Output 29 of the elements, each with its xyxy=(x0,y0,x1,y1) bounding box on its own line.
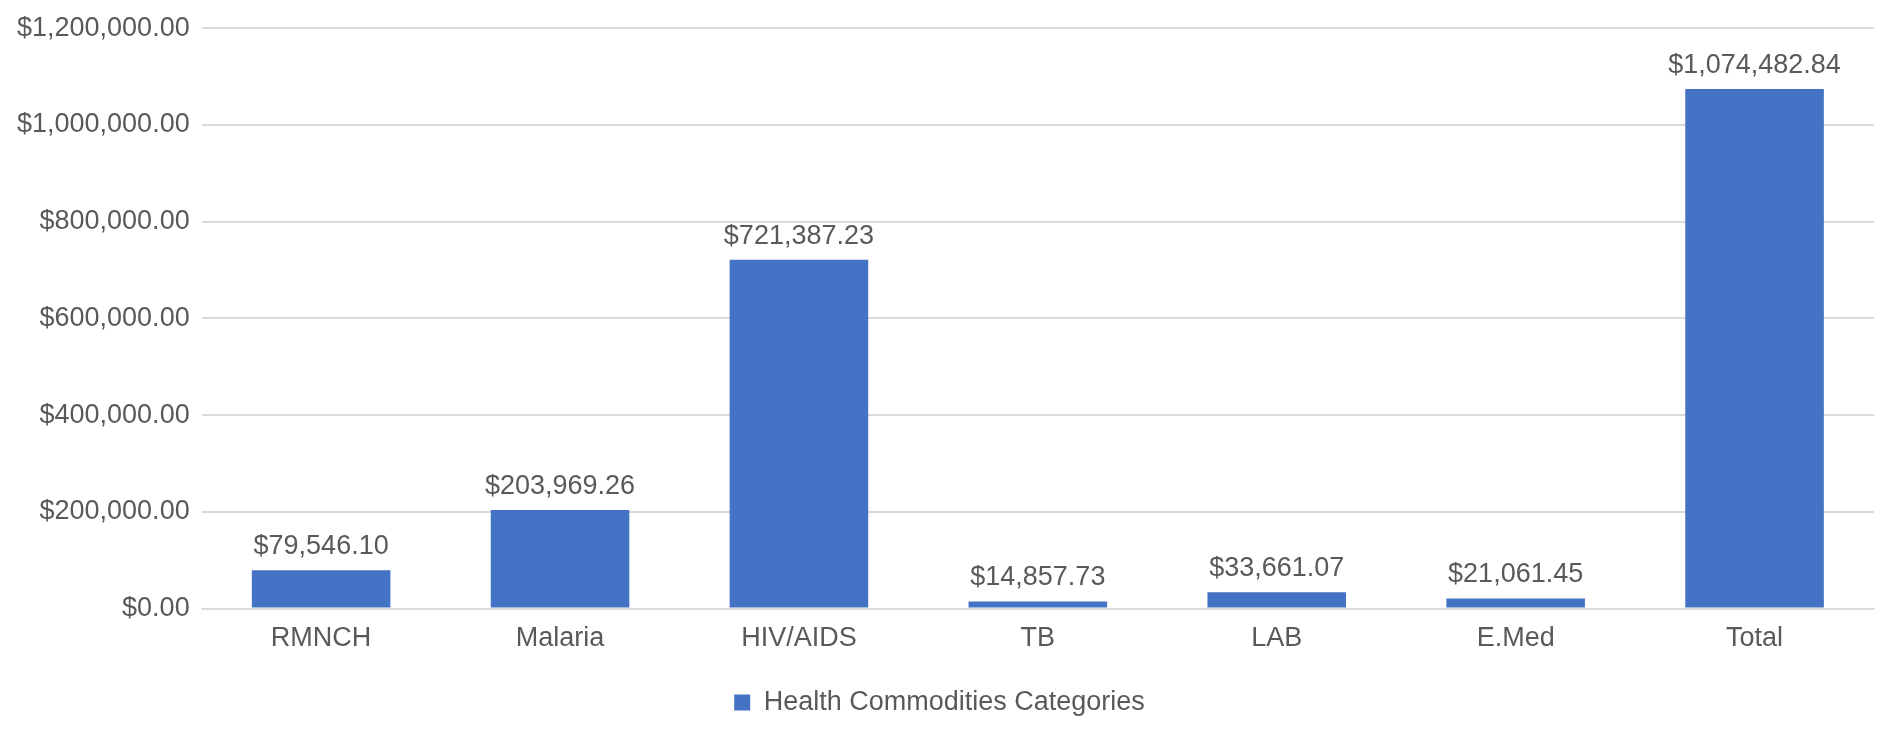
data-label: $203,969.26 xyxy=(484,469,636,500)
data-label: $79,546.10 xyxy=(253,530,389,561)
data-label: $14,857.73 xyxy=(970,561,1106,592)
x-tick-label: HIV/AIDS xyxy=(741,622,857,653)
x-tick-label: LAB xyxy=(1251,622,1303,653)
bar xyxy=(490,509,630,608)
data-label: $721,387.23 xyxy=(723,219,875,250)
data-label: $21,061.45 xyxy=(1448,558,1584,589)
x-tick-label: TB xyxy=(1020,622,1056,653)
y-tick-label: $600,000.00 xyxy=(39,301,190,332)
bar xyxy=(251,570,391,608)
bar xyxy=(1685,88,1824,608)
y-tick-label: $1,200,000.00 xyxy=(16,11,190,42)
y-tick-label: $800,000.00 xyxy=(39,205,190,236)
bar xyxy=(1446,598,1585,608)
bar xyxy=(968,601,1108,608)
y-tick-label: $0.00 xyxy=(122,592,190,623)
x-tick-label: E.Med xyxy=(1476,622,1555,653)
legend-label: Health Commodities Categories xyxy=(763,685,1145,716)
bar xyxy=(729,259,869,608)
x-tick-label: Malaria xyxy=(515,622,606,653)
bar xyxy=(1207,592,1347,608)
y-tick-label: $200,000.00 xyxy=(39,495,190,526)
x-tick-label: Total xyxy=(1726,622,1784,653)
x-tick-label: RMNCH xyxy=(270,622,372,653)
data-label: $33,661.07 xyxy=(1209,552,1345,583)
y-tick-label: $1,000,000.00 xyxy=(16,108,190,139)
data-label: $1,074,482.84 xyxy=(1668,48,1841,79)
y-tick-label: $400,000.00 xyxy=(39,398,190,429)
